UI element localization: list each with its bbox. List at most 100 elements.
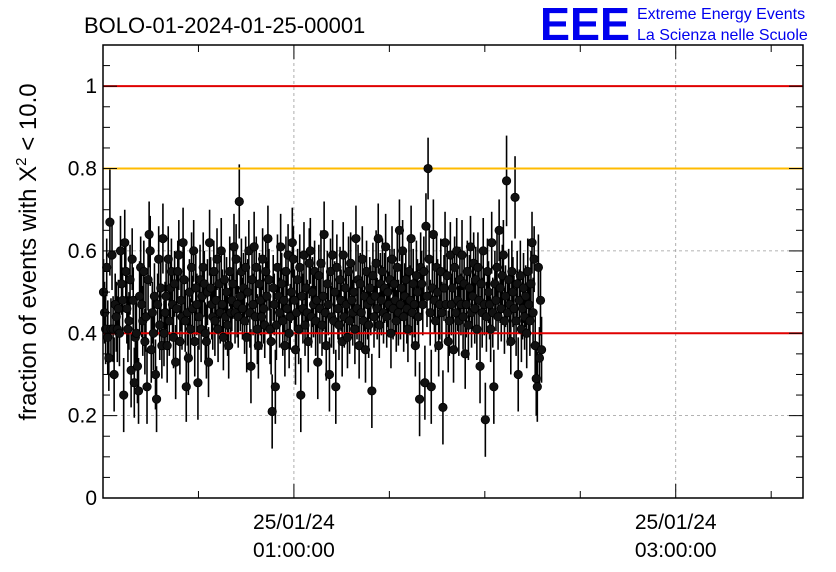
data-point bbox=[233, 312, 243, 322]
data-point bbox=[218, 332, 228, 342]
data-point bbox=[307, 287, 318, 297]
data-point bbox=[535, 295, 546, 305]
data-point bbox=[269, 299, 279, 310]
y-tick-label: 0.2 bbox=[68, 405, 97, 428]
data-point bbox=[478, 246, 488, 256]
data-point bbox=[102, 262, 112, 272]
data-point bbox=[475, 361, 485, 371]
data-point bbox=[411, 271, 422, 281]
data-point bbox=[436, 266, 446, 277]
data-point bbox=[133, 386, 144, 396]
data-point bbox=[277, 279, 287, 289]
data-point bbox=[314, 271, 324, 281]
data-point bbox=[448, 345, 459, 355]
data-point bbox=[285, 312, 295, 322]
eee-logo-mark: EEE bbox=[540, 0, 630, 50]
data-point bbox=[430, 316, 441, 326]
data-point bbox=[418, 299, 428, 310]
data-point bbox=[451, 308, 461, 318]
data-point bbox=[246, 361, 256, 371]
data-point bbox=[511, 316, 521, 326]
data-point bbox=[349, 287, 359, 297]
data-point bbox=[282, 303, 292, 314]
data-point bbox=[483, 287, 494, 297]
axis-tick-layer: 0 0.2 0.4 0.6 0.8 1 25/01/24 01:00:00 25/01/24 03… bbox=[68, 45, 803, 562]
data-point bbox=[175, 336, 185, 347]
data-point bbox=[486, 324, 496, 334]
data-point bbox=[468, 291, 478, 301]
data-point bbox=[268, 283, 278, 293]
data-point bbox=[111, 312, 121, 322]
data-point bbox=[210, 316, 220, 326]
data-point bbox=[126, 365, 136, 375]
data-point bbox=[105, 217, 115, 227]
data-point bbox=[221, 287, 232, 297]
data-point bbox=[493, 312, 503, 322]
data-point bbox=[536, 345, 547, 355]
data-point bbox=[313, 357, 323, 367]
data-point bbox=[274, 308, 285, 318]
data-point bbox=[301, 283, 311, 293]
data-point bbox=[173, 266, 183, 277]
data-point bbox=[279, 295, 289, 305]
data-point bbox=[325, 266, 336, 277]
data-point bbox=[496, 303, 506, 314]
y-axis-label-prefix: fraction of events with X bbox=[15, 166, 42, 421]
data-point bbox=[225, 266, 235, 277]
data-point bbox=[320, 308, 330, 318]
data-point bbox=[149, 291, 160, 301]
data-point bbox=[137, 299, 147, 310]
data-point bbox=[334, 320, 344, 330]
data-point bbox=[121, 266, 131, 277]
data-point bbox=[522, 328, 532, 338]
data-point bbox=[223, 320, 233, 330]
data-point bbox=[376, 295, 387, 305]
y-axis-label-suffix: < 10.0 bbox=[15, 83, 42, 157]
data-point bbox=[440, 238, 450, 248]
data-point bbox=[406, 233, 416, 244]
data-point bbox=[204, 238, 215, 248]
data-point bbox=[158, 233, 168, 244]
data-point bbox=[242, 332, 252, 342]
data-point bbox=[414, 394, 425, 404]
data-point bbox=[134, 291, 145, 301]
eee-logo-line1: Extreme Energy Events bbox=[637, 6, 805, 23]
data-point bbox=[501, 176, 512, 186]
data-point bbox=[367, 386, 377, 396]
data-point bbox=[444, 316, 454, 326]
data-point bbox=[304, 258, 314, 268]
data-point bbox=[399, 312, 409, 322]
data-point bbox=[115, 246, 126, 256]
data-point bbox=[299, 250, 309, 260]
data-point bbox=[531, 373, 541, 384]
data-point bbox=[181, 382, 191, 392]
data-point bbox=[512, 279, 522, 289]
data-point bbox=[487, 238, 497, 248]
data-point bbox=[391, 316, 401, 326]
data-point bbox=[252, 324, 262, 334]
data-point bbox=[495, 283, 505, 293]
data-point bbox=[525, 316, 535, 326]
data-point bbox=[521, 291, 531, 301]
data-point bbox=[410, 341, 420, 351]
data-point bbox=[104, 353, 114, 363]
data-point bbox=[288, 254, 298, 264]
data-point bbox=[527, 238, 537, 248]
data-point bbox=[185, 324, 196, 334]
data-point bbox=[286, 287, 296, 297]
data-point bbox=[276, 242, 286, 252]
data-point bbox=[258, 254, 268, 264]
run-title: BOLO-01-2024-01-25-00001 bbox=[84, 13, 365, 38]
data-point bbox=[125, 275, 135, 285]
data-point bbox=[212, 254, 222, 264]
data-point bbox=[428, 229, 438, 240]
data-point bbox=[184, 287, 195, 297]
data-point bbox=[231, 254, 241, 264]
data-point bbox=[424, 254, 434, 264]
data-point bbox=[171, 357, 181, 367]
data-point bbox=[228, 279, 238, 289]
data-point bbox=[317, 320, 327, 330]
data-point bbox=[229, 242, 239, 252]
data-point bbox=[264, 275, 274, 285]
data-point bbox=[295, 262, 305, 272]
